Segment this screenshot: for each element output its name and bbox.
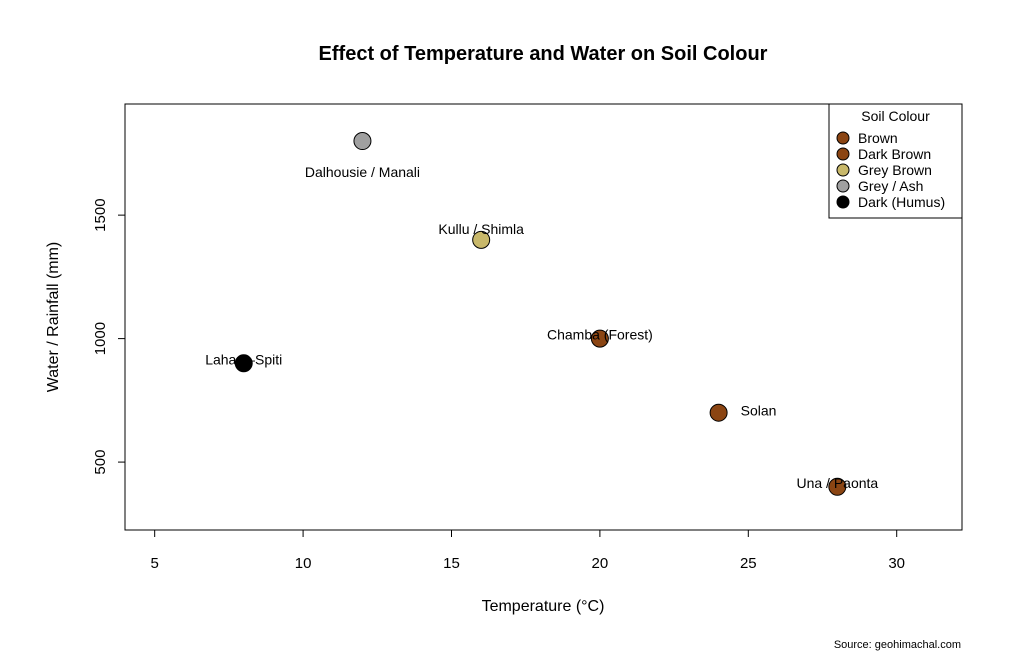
legend-box (828, 103, 963, 219)
y-tick-label: 1000 (92, 322, 109, 355)
legend-swatch (836, 147, 850, 161)
point-label: Una / Paonta (796, 475, 878, 491)
x-tick-label: 5 (151, 555, 159, 572)
y-axis: 500 1000 1500 (92, 198, 126, 475)
legend-swatch (836, 163, 850, 177)
legend-entry-label: Brown (858, 130, 898, 146)
chart-title: Effect of Temperature and Water on Soil … (319, 43, 768, 65)
data-point (472, 230, 491, 249)
y-tick-label: 500 (92, 450, 109, 475)
y-axis-label: Water / Rainfall (mm) (45, 242, 62, 393)
legend-title: Soil Colour (861, 108, 930, 124)
legend-swatch (836, 179, 850, 193)
legend-entry-label: Dark (Humus) (858, 194, 945, 210)
data-point (828, 477, 847, 496)
x-tick-label: 20 (592, 555, 609, 572)
point-label: Solan (741, 403, 777, 419)
x-tick-label: 30 (888, 555, 905, 572)
legend-entry-label: Grey Brown (858, 162, 932, 178)
legend-entry-label: Grey / Ash (858, 178, 923, 194)
point-label: Dalhousie / Manali (305, 164, 420, 180)
source-note: Source: geohimachal.com (834, 639, 961, 651)
x-tick-label: 25 (740, 555, 757, 572)
point-label: Lahaul–Spiti (205, 351, 282, 367)
data-point (234, 354, 253, 373)
y-tick-label: 1500 (92, 198, 109, 231)
legend-swatch (836, 131, 850, 145)
legend-entry-label: Dark Brown (858, 146, 931, 162)
x-tick-label: 15 (443, 555, 460, 572)
point-label: Chamba (Forest) (547, 327, 653, 343)
x-axis-label: Temperature (°C) (482, 598, 605, 615)
data-point (590, 329, 609, 348)
x-axis: 5 10 15 20 25 30 (151, 529, 905, 572)
point-label: Kullu / Shimla (438, 221, 524, 237)
data-point (353, 132, 372, 151)
data-point (709, 403, 728, 422)
data-points: Lahaul–Spiti Dalhousie / Manali Kullu / Sh… (205, 132, 878, 496)
legend-swatch (836, 195, 850, 209)
x-tick-label: 10 (295, 555, 312, 572)
